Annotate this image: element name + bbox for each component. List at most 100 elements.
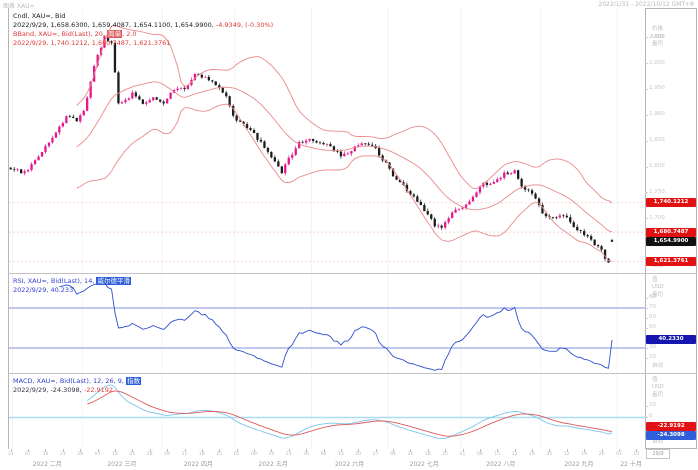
- price-axis-tick: 1,750: [649, 188, 665, 195]
- macd-line: [86, 383, 613, 439]
- week-day-label: 31: [7, 452, 14, 457]
- price-axis-auto-label[interactable]: 自动: [652, 261, 663, 269]
- week-tickmark: [497, 449, 499, 452]
- month-label: 2022 二月: [32, 461, 62, 468]
- rsi-axis-tick: 70: [649, 304, 656, 310]
- rsi-axis-tick: 20: [649, 354, 656, 360]
- week-tickmark: [149, 449, 151, 452]
- rsi-axis-header: 值: [652, 276, 658, 283]
- price-axis-tick: 1,800: [649, 163, 665, 170]
- rsi-axis-tickmark: [645, 357, 648, 359]
- rsi-axis-tick: 30: [649, 344, 656, 350]
- macd-axis-tickmark: [645, 405, 648, 407]
- price-axis-header: USD: [652, 33, 664, 40]
- month-label: 2022 九月: [564, 461, 594, 468]
- price-axis-tick: 2,050: [649, 33, 665, 40]
- macd-axis-header: 盎司: [652, 391, 664, 398]
- week-day-label: 14: [42, 452, 49, 457]
- rsi-axis-tick: 60: [649, 314, 656, 320]
- week-tickmark: [97, 449, 99, 452]
- rsi-legend-title: RSI, XAU=, Bid(Last), 14, 威尔德平滑: [13, 277, 131, 285]
- week-day-label: 05: [546, 452, 553, 457]
- week-day-label: 03: [616, 452, 622, 457]
- week-day-label: 16: [268, 452, 275, 457]
- candlestick-series[interactable]: [9, 35, 614, 263]
- week-day-label: 28: [146, 452, 153, 457]
- bb-lower-band: [76, 103, 613, 262]
- macd-axis-header: 值: [652, 376, 658, 383]
- month-label: 22 十月: [620, 461, 642, 468]
- bband-method-chip: 简单: [107, 30, 123, 38]
- week-tickmark: [358, 449, 360, 452]
- week-tickmark: [45, 449, 47, 452]
- month-label: 2022 六月: [334, 461, 365, 468]
- panel-separator-1[interactable]: [8, 273, 697, 274]
- week-tickmark: [479, 449, 481, 452]
- macd-legend-title: MACD, XAU=, Bid(Last), 12, 26, 9, 指数: [13, 377, 142, 385]
- price-axis-tick: 1,950: [649, 85, 665, 92]
- week-tickmark: [601, 449, 603, 452]
- week-day-label: 09: [251, 452, 257, 457]
- week-day-label: 21: [129, 452, 136, 457]
- macd-axis-header: USD: [652, 384, 664, 390]
- rsi-axis-tickmark: [645, 307, 648, 309]
- week-day-label: 08: [477, 452, 483, 457]
- macd-value-badge: -24.3098: [646, 431, 696, 441]
- rsi-axis-auto-label[interactable]: 自动: [652, 363, 664, 369]
- rsi-panel-plot[interactable]: [9, 273, 645, 374]
- bband-legend-title: BBand, XAU=, Bid(Last), 20, 简单, 2.0: [13, 30, 137, 38]
- week-day-label: 14: [112, 452, 118, 457]
- rsi-value-badge: 40.2330: [646, 334, 696, 344]
- price-axis-tickmark: [645, 218, 648, 220]
- week-tickmark: [62, 449, 64, 452]
- week-day-label: 23: [285, 452, 292, 457]
- week-day-label: 10: [633, 452, 640, 457]
- rsi-axis-tickmark: [645, 347, 648, 349]
- macd-axis-tickmark: [645, 416, 648, 418]
- bband-legend-values: 2022/9/29, 1,740.1212, 1,680.7487, 1,621…: [13, 39, 171, 47]
- price-axis-tickmark: [645, 63, 648, 65]
- week-day-label: 11: [407, 452, 414, 457]
- price-panel-plot[interactable]: [9, 8, 645, 273]
- macd-legend-values: 2022/9/29, -24.3098, -22.9192: [13, 386, 114, 394]
- price-axis-tickmark: [645, 37, 648, 39]
- price-axis-tick: 1,850: [649, 137, 665, 144]
- macd-signal-badge: -22.9192: [646, 421, 696, 431]
- week-tickmark: [340, 449, 342, 452]
- price-axis-tickmark: [645, 166, 648, 168]
- month-label: 2022 四月: [183, 461, 213, 468]
- macd-panel-plot[interactable]: [9, 373, 645, 450]
- week-tickmark: [462, 449, 464, 452]
- date-range-label: 2022/1/31 - 2022/10/12 GMT+8: [598, 1, 694, 8]
- price-axis-tick: 1,900: [649, 111, 665, 118]
- week-day-label: 12: [563, 452, 570, 457]
- bb-lower-badge: 1,621.3761: [646, 256, 696, 266]
- week-tickmark: [618, 449, 620, 452]
- time-axis[interactable]: 29/9 31 07 14 21 28 07 14 21 28 04 11 18 25 02 09 16 23 3…: [0, 449, 698, 470]
- week-day-label: 25: [442, 452, 449, 457]
- week-tickmark: [254, 449, 256, 452]
- macd-method-chip: 指数: [126, 377, 142, 385]
- week-tickmark: [445, 449, 447, 452]
- rsi-axis-tickmark: [645, 297, 648, 299]
- macd-legend: MACD, XAU=, Bid(Last), 12, 26, 9, 指数 202…: [13, 377, 142, 395]
- rsi-axis-header: USD: [652, 284, 664, 290]
- price-axis-tickmark: [645, 114, 648, 116]
- panel-separator-2[interactable]: [8, 373, 697, 374]
- week-tickmark: [167, 449, 169, 452]
- week-day-label: 11: [181, 452, 188, 457]
- rsi-axis-tickmark: [645, 317, 648, 319]
- week-day-label: 06: [320, 452, 327, 457]
- week-day-label: 28: [77, 452, 84, 457]
- week-day-label: 21: [59, 452, 66, 457]
- month-label: 2022 三月: [107, 461, 137, 468]
- price-axis-tickmark: [645, 192, 648, 194]
- week-tickmark: [393, 449, 395, 452]
- macd-axis-auto-label[interactable]: 自动: [652, 439, 664, 445]
- bb-middle-band: [76, 81, 613, 233]
- month-label: 2022 五月: [258, 461, 288, 468]
- price-axis-tick: 1,700: [649, 214, 665, 221]
- week-tickmark: [115, 449, 116, 452]
- bb-upper-badge: 1,740.1212: [646, 198, 696, 208]
- week-tickmark: [219, 449, 221, 452]
